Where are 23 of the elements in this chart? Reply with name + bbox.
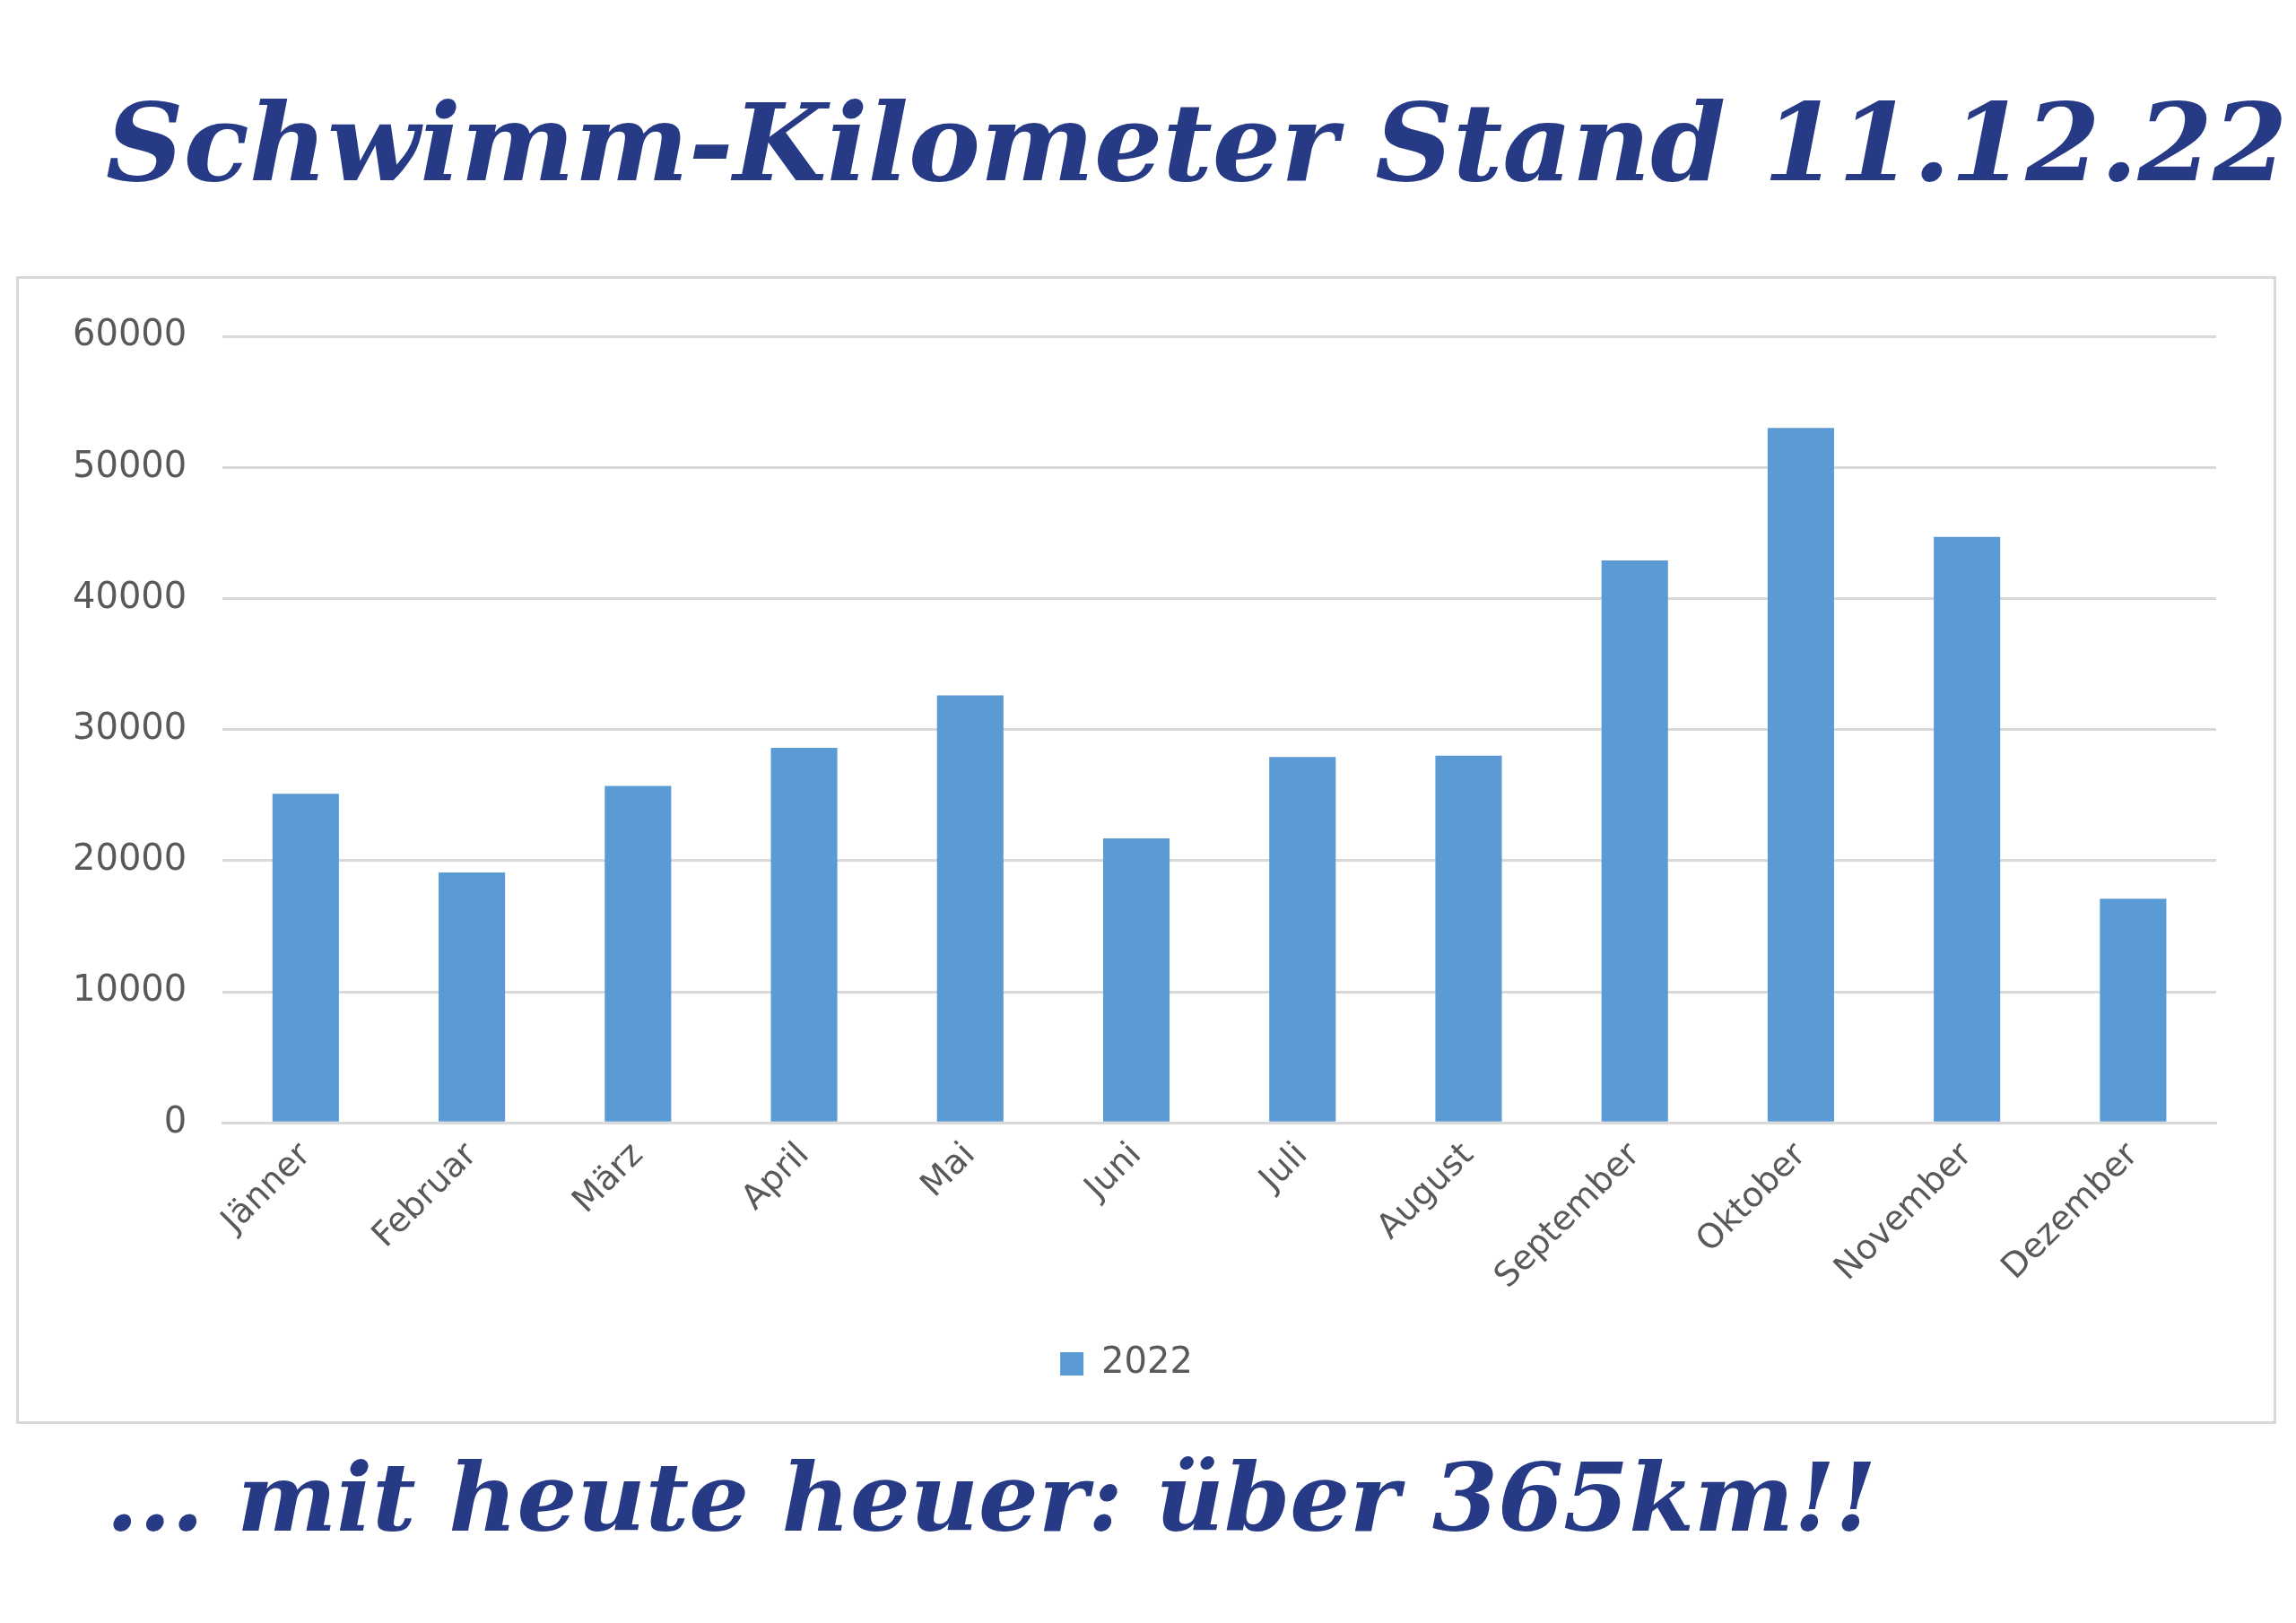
bar: [1435, 755, 1502, 1122]
x-tick-label: Mai: [911, 1133, 983, 1204]
y-tick-label: 40000: [73, 574, 187, 616]
bar: [1767, 428, 1834, 1122]
y-tick-label: 60000: [73, 312, 187, 354]
bar: [2100, 898, 2167, 1122]
bar: [1601, 560, 1668, 1122]
bar: [439, 872, 506, 1122]
bar: [1102, 838, 1170, 1122]
y-tick-label: 20000: [73, 837, 187, 879]
chart-title: Schwimm-Kilometer Stand 11.12.22: [105, 77, 2289, 207]
bar: [1269, 757, 1336, 1122]
y-tick-label: 30000: [73, 706, 187, 748]
bar: [770, 748, 838, 1122]
legend-label: 2022: [1101, 1340, 1193, 1382]
bar: [1934, 536, 2001, 1122]
y-tick-label: 0: [163, 1098, 187, 1141]
y-tick-label: 50000: [73, 443, 187, 485]
bar: [272, 794, 339, 1122]
bar: [936, 695, 1004, 1122]
y-tick-label: 10000: [73, 968, 187, 1010]
bar: [604, 785, 672, 1122]
text: ... mit heute heuer: über 365km!!: [105, 1441, 1878, 1553]
